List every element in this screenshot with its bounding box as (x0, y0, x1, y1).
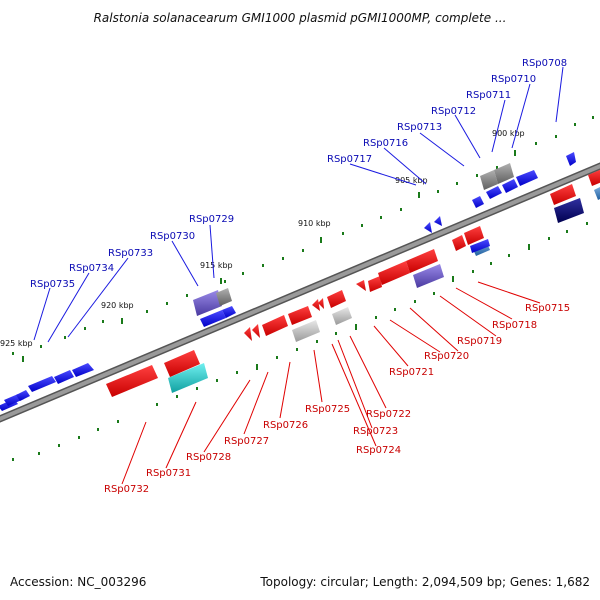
label-rsp0710: RSp0710 (491, 74, 536, 85)
tick-900kbp: 900 kbp (492, 129, 525, 138)
label-rsp0729: RSp0729 (189, 214, 234, 225)
label-rsp0721: RSp0721 (389, 367, 434, 378)
tick-labels: 900 kbp 905 kbp 910 kbp 915 kbp 920 kbp … (0, 129, 525, 348)
reverse-genes (106, 169, 600, 397)
label-rsp0712: RSp0712 (431, 106, 476, 117)
label-rsp0731: RSp0731 (146, 468, 191, 479)
gene-rsp0717-b (222, 306, 236, 318)
gene-rsp0722 (368, 276, 382, 292)
tick-905kbp: 905 kbp (395, 176, 428, 185)
gene-rsp0716 (472, 196, 484, 208)
gene-rsp0711 (516, 170, 538, 186)
label-rsp0730: RSp0730 (150, 231, 195, 242)
gene-purple-1 (193, 290, 222, 316)
label-rsp0728: RSp0728 (186, 452, 231, 463)
gene-rsp0730 (54, 370, 74, 384)
gene-rsp0715 (550, 184, 576, 205)
tick-925kbp: 925 kbp (0, 339, 33, 348)
gene-navy-1 (554, 198, 584, 223)
accession-text: Accession: NC_003296 (10, 575, 146, 589)
leader-lines-up (33, 66, 564, 343)
other-genes (168, 163, 600, 393)
gene-rsp0725 (288, 306, 312, 325)
stats-text: Topology: circular; Length: 2,094,509 bp… (259, 575, 590, 589)
label-rsp0735: RSp0735 (30, 279, 75, 290)
gene-gray-3 (494, 163, 514, 184)
label-rsp0720: RSp0720 (424, 351, 469, 362)
map-title: Ralstonia solanacearum GMI1000 plasmid p… (94, 11, 507, 25)
label-rsp0734: RSp0734 (69, 263, 114, 274)
gene-rsp0727 (252, 324, 260, 338)
label-rsp0723: RSp0723 (353, 426, 398, 437)
gene-gray-1 (216, 288, 232, 306)
gene-rsp0720 (406, 249, 438, 273)
tick-910kbp: 910 kbp (298, 219, 331, 228)
leader-lines-down (121, 281, 541, 485)
gene-rsp0721 (378, 261, 410, 285)
gene-rsp0717-a (200, 310, 226, 327)
gene-rsp0718 (464, 226, 484, 245)
label-rsp0708: RSp0708 (522, 58, 567, 69)
gene-small-a (424, 222, 432, 233)
gene-rsp0713 (486, 186, 502, 199)
gene-labels-up: RSp0708 RSp0710 RSp0711 RSp0712 RSp0713 … (30, 58, 567, 290)
gene-gray-2 (480, 170, 498, 190)
label-rsp0722: RSp0722 (366, 409, 411, 420)
gene-labels-down: RSp0715 RSp0718 RSp0719 RSp0720 RSp0721 … (104, 303, 570, 495)
gene-rsp0733-a (16, 390, 30, 401)
gene-rsp0729 (72, 363, 94, 377)
gc-dots-inner (12, 222, 588, 461)
gene-lightgray-1 (292, 320, 320, 342)
gene-rsp0725b (312, 299, 320, 311)
label-rsp0716: RSp0716 (363, 138, 408, 149)
gene-rsp0726 (262, 315, 288, 336)
label-rsp0713: RSp0713 (397, 122, 442, 133)
gene-rsp0731 (164, 350, 200, 377)
gene-steel-2 (594, 187, 600, 200)
forward-genes (0, 152, 576, 411)
gene-purple-2 (413, 264, 444, 288)
gene-rsp0715b (470, 239, 490, 253)
gc-dots-outer (12, 116, 594, 362)
label-rsp0733: RSp0733 (108, 248, 153, 259)
backbone (0, 162, 600, 423)
gene-rsp0709 (588, 169, 600, 186)
label-rsp0718: RSp0718 (492, 320, 537, 331)
label-rsp0724: RSp0724 (356, 445, 401, 456)
gene-rsp0712 (502, 179, 518, 193)
gene-rsp0732 (106, 365, 158, 397)
gene-rsp0724 (327, 290, 346, 308)
tick-920kbp: 920 kbp (101, 301, 134, 310)
label-rsp0732: RSp0732 (104, 484, 149, 495)
gene-rsp0708 (566, 152, 576, 166)
gene-rsp0728 (244, 327, 252, 341)
label-rsp0715: RSp0715 (525, 303, 570, 314)
gene-rsp0733 (28, 376, 56, 392)
tick-915kbp: 915 kbp (200, 261, 233, 270)
gene-small-b (434, 216, 442, 226)
label-rsp0725: RSp0725 (305, 404, 350, 415)
label-rsp0711: RSp0711 (466, 90, 511, 101)
label-rsp0726: RSp0726 (263, 420, 308, 431)
gene-rsp0723 (356, 280, 366, 291)
gene-rsp0719 (452, 235, 466, 251)
label-rsp0717: RSp0717 (327, 154, 372, 165)
gene-rsp0725c (318, 298, 324, 309)
label-rsp0727: RSp0727 (224, 436, 269, 447)
gene-cyan-1 (168, 363, 208, 393)
label-rsp0719: RSp0719 (457, 336, 502, 347)
gene-lightgray-2 (332, 307, 352, 325)
